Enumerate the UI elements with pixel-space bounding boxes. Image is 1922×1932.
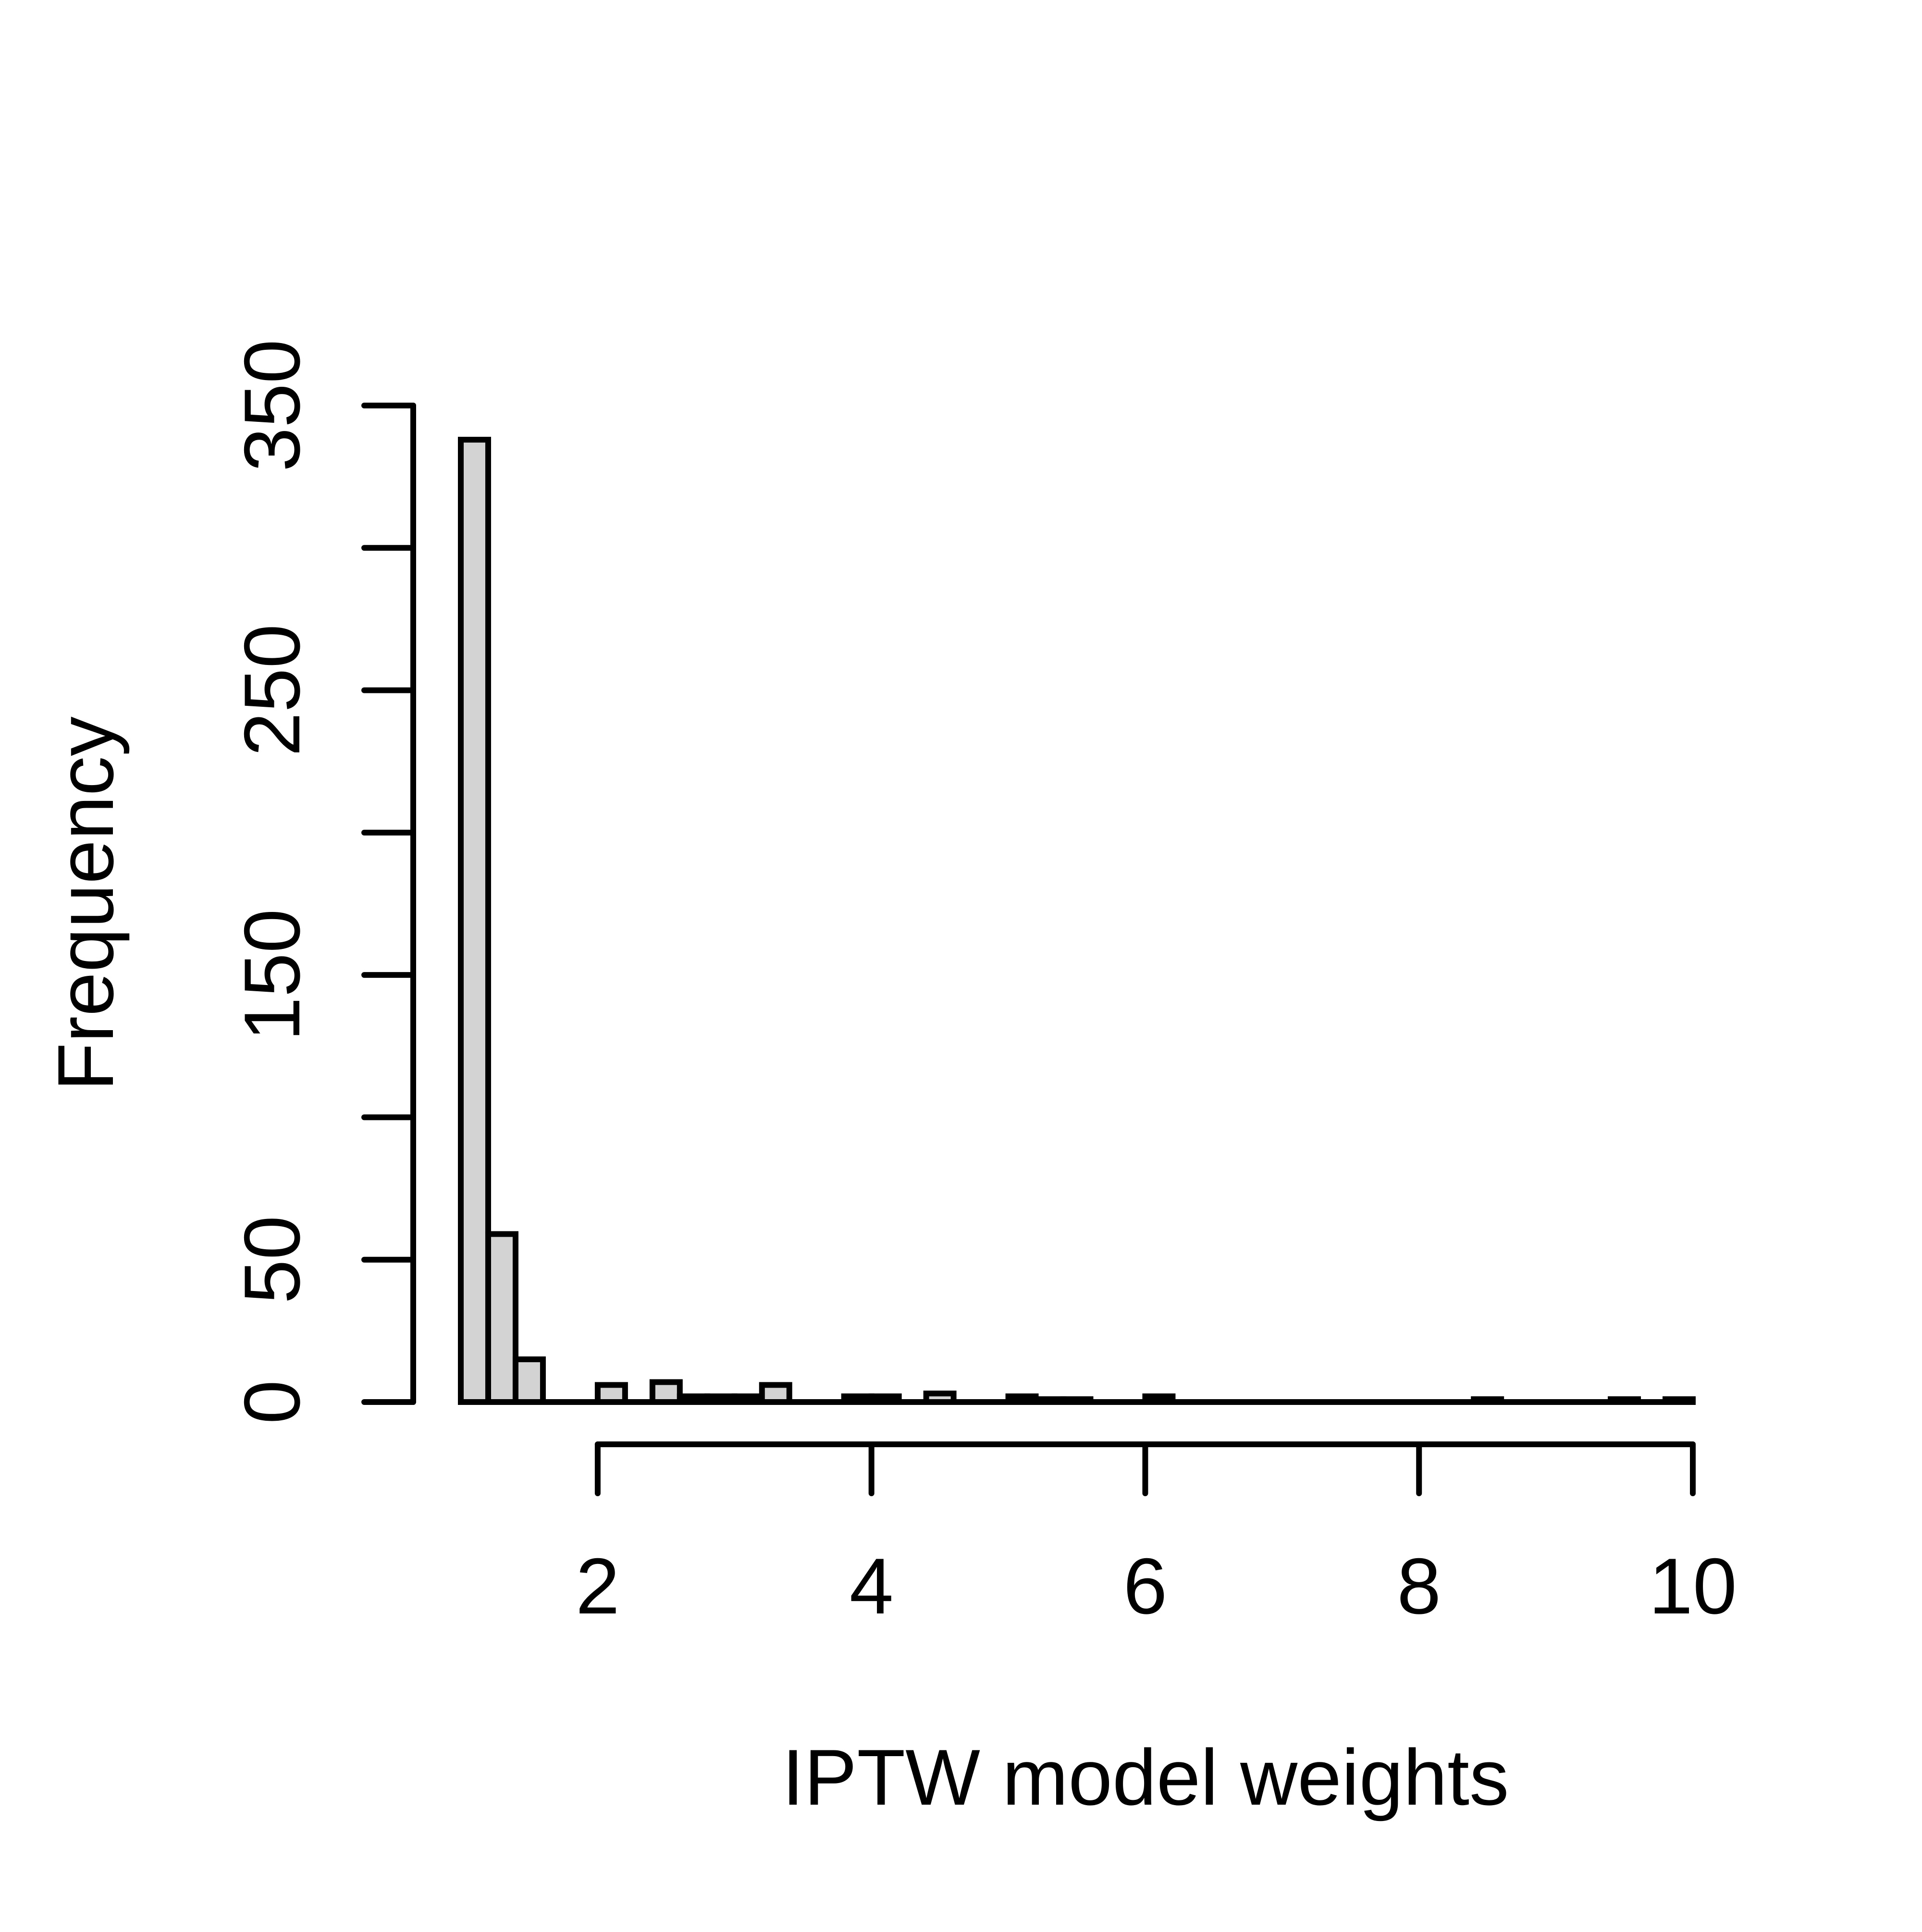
histogram-bar [1142, 1393, 1176, 1405]
x-tick-label: 10 [1649, 1542, 1737, 1630]
axes-layer: 0 50 150 250 350 2 4 6 8 10 [228, 339, 1737, 1630]
y-tick-label: 150 [228, 909, 316, 1041]
x-tick-label: 6 [1123, 1542, 1168, 1630]
histogram-bar [1471, 1396, 1504, 1405]
y-tick-label: 0 [228, 1380, 316, 1424]
histogram-bar [485, 1231, 518, 1405]
chart-canvas: 0 50 150 250 350 2 4 6 8 10 Frequency IPTW model … [41, 339, 1737, 1821]
histogram-bar [1005, 1393, 1039, 1405]
histogram-bar [512, 1356, 546, 1405]
histogram-bar [868, 1393, 902, 1405]
histogram-bar [677, 1393, 710, 1405]
histogram-bar [1033, 1396, 1066, 1405]
histogram-bar [923, 1391, 957, 1405]
histogram-bar [649, 1379, 683, 1405]
histogram-bar [1608, 1396, 1641, 1405]
x-tick-label: 2 [576, 1542, 620, 1630]
histogram-bar [594, 1382, 628, 1405]
y-axis-title: Frequency [41, 716, 130, 1091]
x-tick-label: 4 [850, 1542, 894, 1630]
histogram-bar [458, 437, 491, 1405]
histogram-bar [841, 1393, 875, 1405]
y-tick-label: 250 [228, 624, 316, 756]
y-tick-label: 50 [228, 1216, 316, 1304]
histogram-bar [1060, 1396, 1094, 1405]
histogram-bar [1663, 1396, 1696, 1405]
x-tick-label: 8 [1397, 1542, 1441, 1630]
bars-layer [458, 437, 1696, 1405]
histogram-figure: 0 50 150 250 350 2 4 6 8 10 Frequency IPTW model … [19, 8, 1922, 1930]
histogram-bar [731, 1393, 765, 1405]
histogram-bar [759, 1382, 792, 1405]
x-axis-title: IPTW model weights [782, 1733, 1509, 1821]
histogram-bar [704, 1393, 738, 1405]
y-tick-label: 350 [228, 339, 316, 471]
